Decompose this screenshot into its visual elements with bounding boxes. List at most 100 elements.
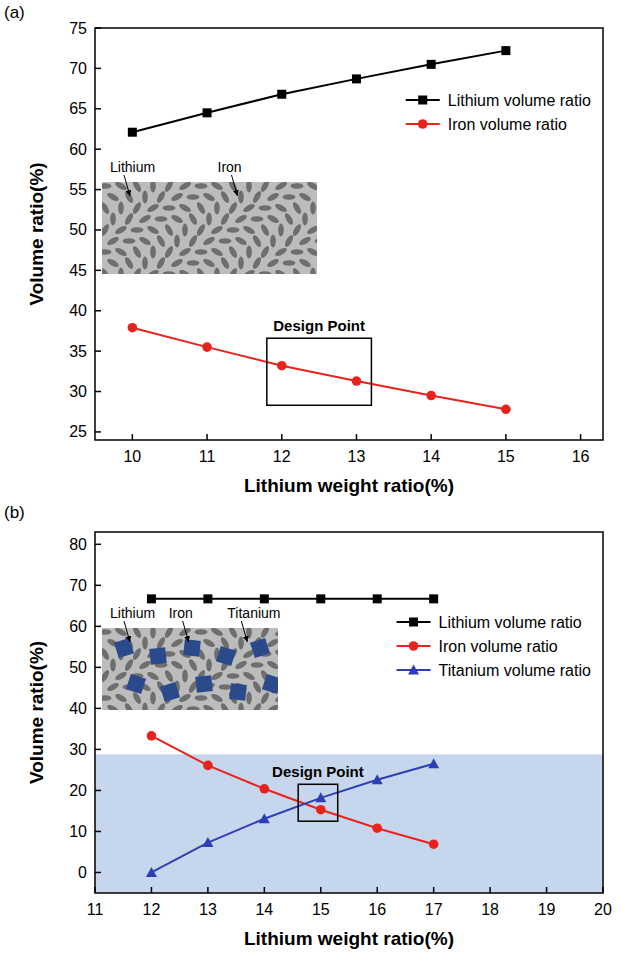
data-point [427, 60, 436, 69]
x-tick [151, 887, 153, 893]
figure: (a)101112131415162530354045505560657075L… [0, 0, 623, 973]
legend-label: Iron volume ratio [439, 638, 558, 655]
inset-grain [178, 246, 192, 257]
x-tick [546, 887, 548, 893]
y-tick-label: 35 [69, 343, 87, 360]
y-tick-label: 70 [69, 60, 87, 77]
inset-grain [259, 628, 270, 639]
inset-grain [251, 256, 262, 270]
inset-grain [251, 234, 262, 248]
inset-grain [291, 183, 304, 189]
y-tick-label: 75 [69, 20, 87, 37]
x-tick [430, 434, 432, 440]
x-tick-label: 15 [312, 901, 330, 918]
y-tick-label: 40 [69, 700, 87, 717]
inset-grain [118, 202, 124, 215]
legend-label: Iron volume ratio [448, 116, 567, 133]
inset-grain [234, 659, 248, 670]
inset-grain [170, 191, 184, 202]
plot-area [95, 594, 603, 893]
inset-grain [163, 669, 174, 683]
inset-arrow [183, 621, 189, 642]
inset-grain [195, 267, 206, 274]
inset-grain [142, 191, 148, 204]
inset-grain [106, 703, 120, 710]
inset-grain [123, 212, 134, 226]
inset-grain [227, 267, 238, 274]
inset-grain [278, 224, 284, 237]
inset-label: Titanium [227, 605, 280, 621]
inset-grain [170, 637, 184, 648]
series-line [132, 328, 506, 410]
inset-grain [251, 216, 264, 222]
series-line [151, 598, 433, 600]
inset-grain [315, 212, 317, 226]
inset-grain [234, 213, 248, 224]
inset-grain [170, 659, 184, 670]
y-tick [95, 68, 101, 70]
inset-grain [182, 670, 188, 683]
inset-grain [246, 692, 252, 705]
inset-grain [170, 703, 184, 710]
inset-grain [150, 246, 156, 259]
inset-grain [214, 268, 220, 275]
inset-label: Iron [169, 605, 193, 621]
inset-grain [210, 224, 224, 235]
data-point [277, 361, 287, 371]
data-point [316, 805, 326, 815]
x-tick [94, 887, 96, 893]
inset-arrow [124, 621, 130, 642]
y-tick [95, 790, 101, 792]
inset-grain [238, 703, 244, 711]
inset-grain [142, 637, 148, 650]
inset-grain [102, 223, 111, 237]
inset-grain [142, 257, 148, 270]
x-tick-label: 16 [368, 901, 386, 918]
inset-grain [315, 256, 317, 270]
x-tick-label: 16 [572, 448, 590, 465]
inset-grain [131, 267, 142, 274]
inset-grain [219, 256, 230, 270]
y-tick [95, 108, 101, 110]
x-tick-label: 11 [87, 901, 104, 918]
inset-grain [163, 271, 176, 274]
data-point [202, 837, 213, 847]
y-tick-label: 30 [69, 383, 87, 400]
inset-grain [214, 202, 220, 215]
y-tick [95, 270, 101, 272]
y-tick-label: 0 [78, 864, 87, 881]
inset-grain [131, 245, 142, 259]
data-point [146, 867, 157, 877]
legend-label: Titanium volume ratio [439, 662, 591, 679]
inset-grain [238, 637, 244, 650]
inset-grain [102, 201, 111, 215]
y-tick-label: 45 [69, 262, 87, 279]
inset-grain [291, 267, 302, 274]
inset-grain [163, 628, 174, 639]
x-tick [320, 887, 322, 893]
panel-letter: (b) [4, 503, 25, 522]
inset-grain [187, 260, 200, 266]
y-tick [95, 229, 101, 231]
inset-grain [259, 691, 270, 705]
inset-grain [259, 182, 270, 193]
inset-particle [114, 638, 134, 658]
inset-grain [163, 223, 174, 237]
inset-grain [195, 201, 206, 215]
x-tick [580, 434, 582, 440]
annotation-text: Design Point [273, 317, 365, 334]
inset-grain [102, 647, 111, 661]
y-tick-label: 55 [69, 181, 87, 198]
inset-grain [123, 256, 134, 270]
inset-grain [114, 224, 128, 235]
inset-grain [202, 703, 216, 710]
data-point [147, 731, 157, 741]
inset-grain [170, 213, 184, 224]
inset-particle [126, 674, 146, 694]
x-tick-label: 14 [422, 448, 440, 465]
inset-grain [210, 628, 224, 638]
y-tick [95, 708, 101, 710]
legend: Lithium volume ratioIron volume ratio [406, 92, 591, 133]
data-point [203, 594, 212, 603]
x-tick-label: 15 [497, 448, 515, 465]
